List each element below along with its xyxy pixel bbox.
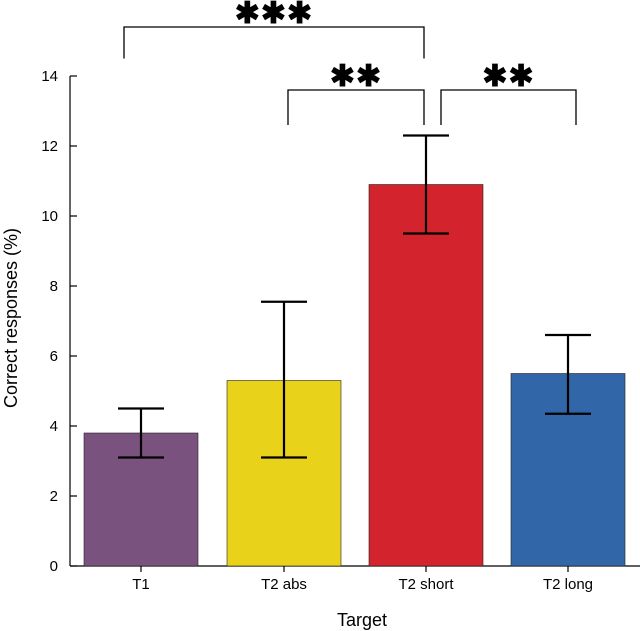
bracket-line [440, 89, 577, 125]
significance-label: ✱✱✱ [235, 0, 313, 30]
bar-t2-short [368, 184, 484, 567]
y-axis-title: Correct responses (%) [1, 228, 21, 408]
bars [83, 184, 626, 567]
significance-label: ✱✱ [482, 60, 534, 93]
significance-label: ✱✱ [330, 60, 382, 93]
y-tick-label: 0 [50, 558, 58, 575]
x-tick-label: T1 [132, 576, 150, 593]
bracket-line [123, 26, 425, 59]
error-bar [545, 333, 591, 415]
x-axis-title: Target [337, 610, 387, 630]
significance-brackets: ✱✱✱✱✱ ✱✱ [123, 0, 577, 125]
y-ticks: 0 2 4 6 8 10 12 14 [41, 68, 77, 575]
error-bar [403, 134, 449, 235]
significance-bracket: ✱✱ [440, 60, 577, 125]
y-tick-label: 8 [50, 278, 58, 295]
significance-bracket: ✱✱✱ [123, 0, 425, 59]
x-ticks: T1 T2 abs T2 short T2 long [132, 566, 593, 593]
x-tick-label: T2 short [398, 576, 454, 593]
error-bar [118, 407, 164, 459]
error-bars [118, 134, 591, 459]
x-tick-label: T2 abs [261, 576, 307, 593]
y-tick-label: 6 [50, 348, 58, 365]
x-tick-label: T2 long [543, 576, 593, 593]
y-tick-label: 2 [50, 488, 58, 505]
bracket-line [287, 89, 425, 125]
y-tick-label: 10 [41, 208, 58, 225]
y-tick-label: 4 [50, 418, 58, 435]
y-tick-label: 14 [41, 68, 58, 85]
y-tick-label: 12 [41, 138, 58, 155]
error-bar [261, 300, 307, 459]
significance-bracket: ✱✱ [287, 60, 425, 125]
